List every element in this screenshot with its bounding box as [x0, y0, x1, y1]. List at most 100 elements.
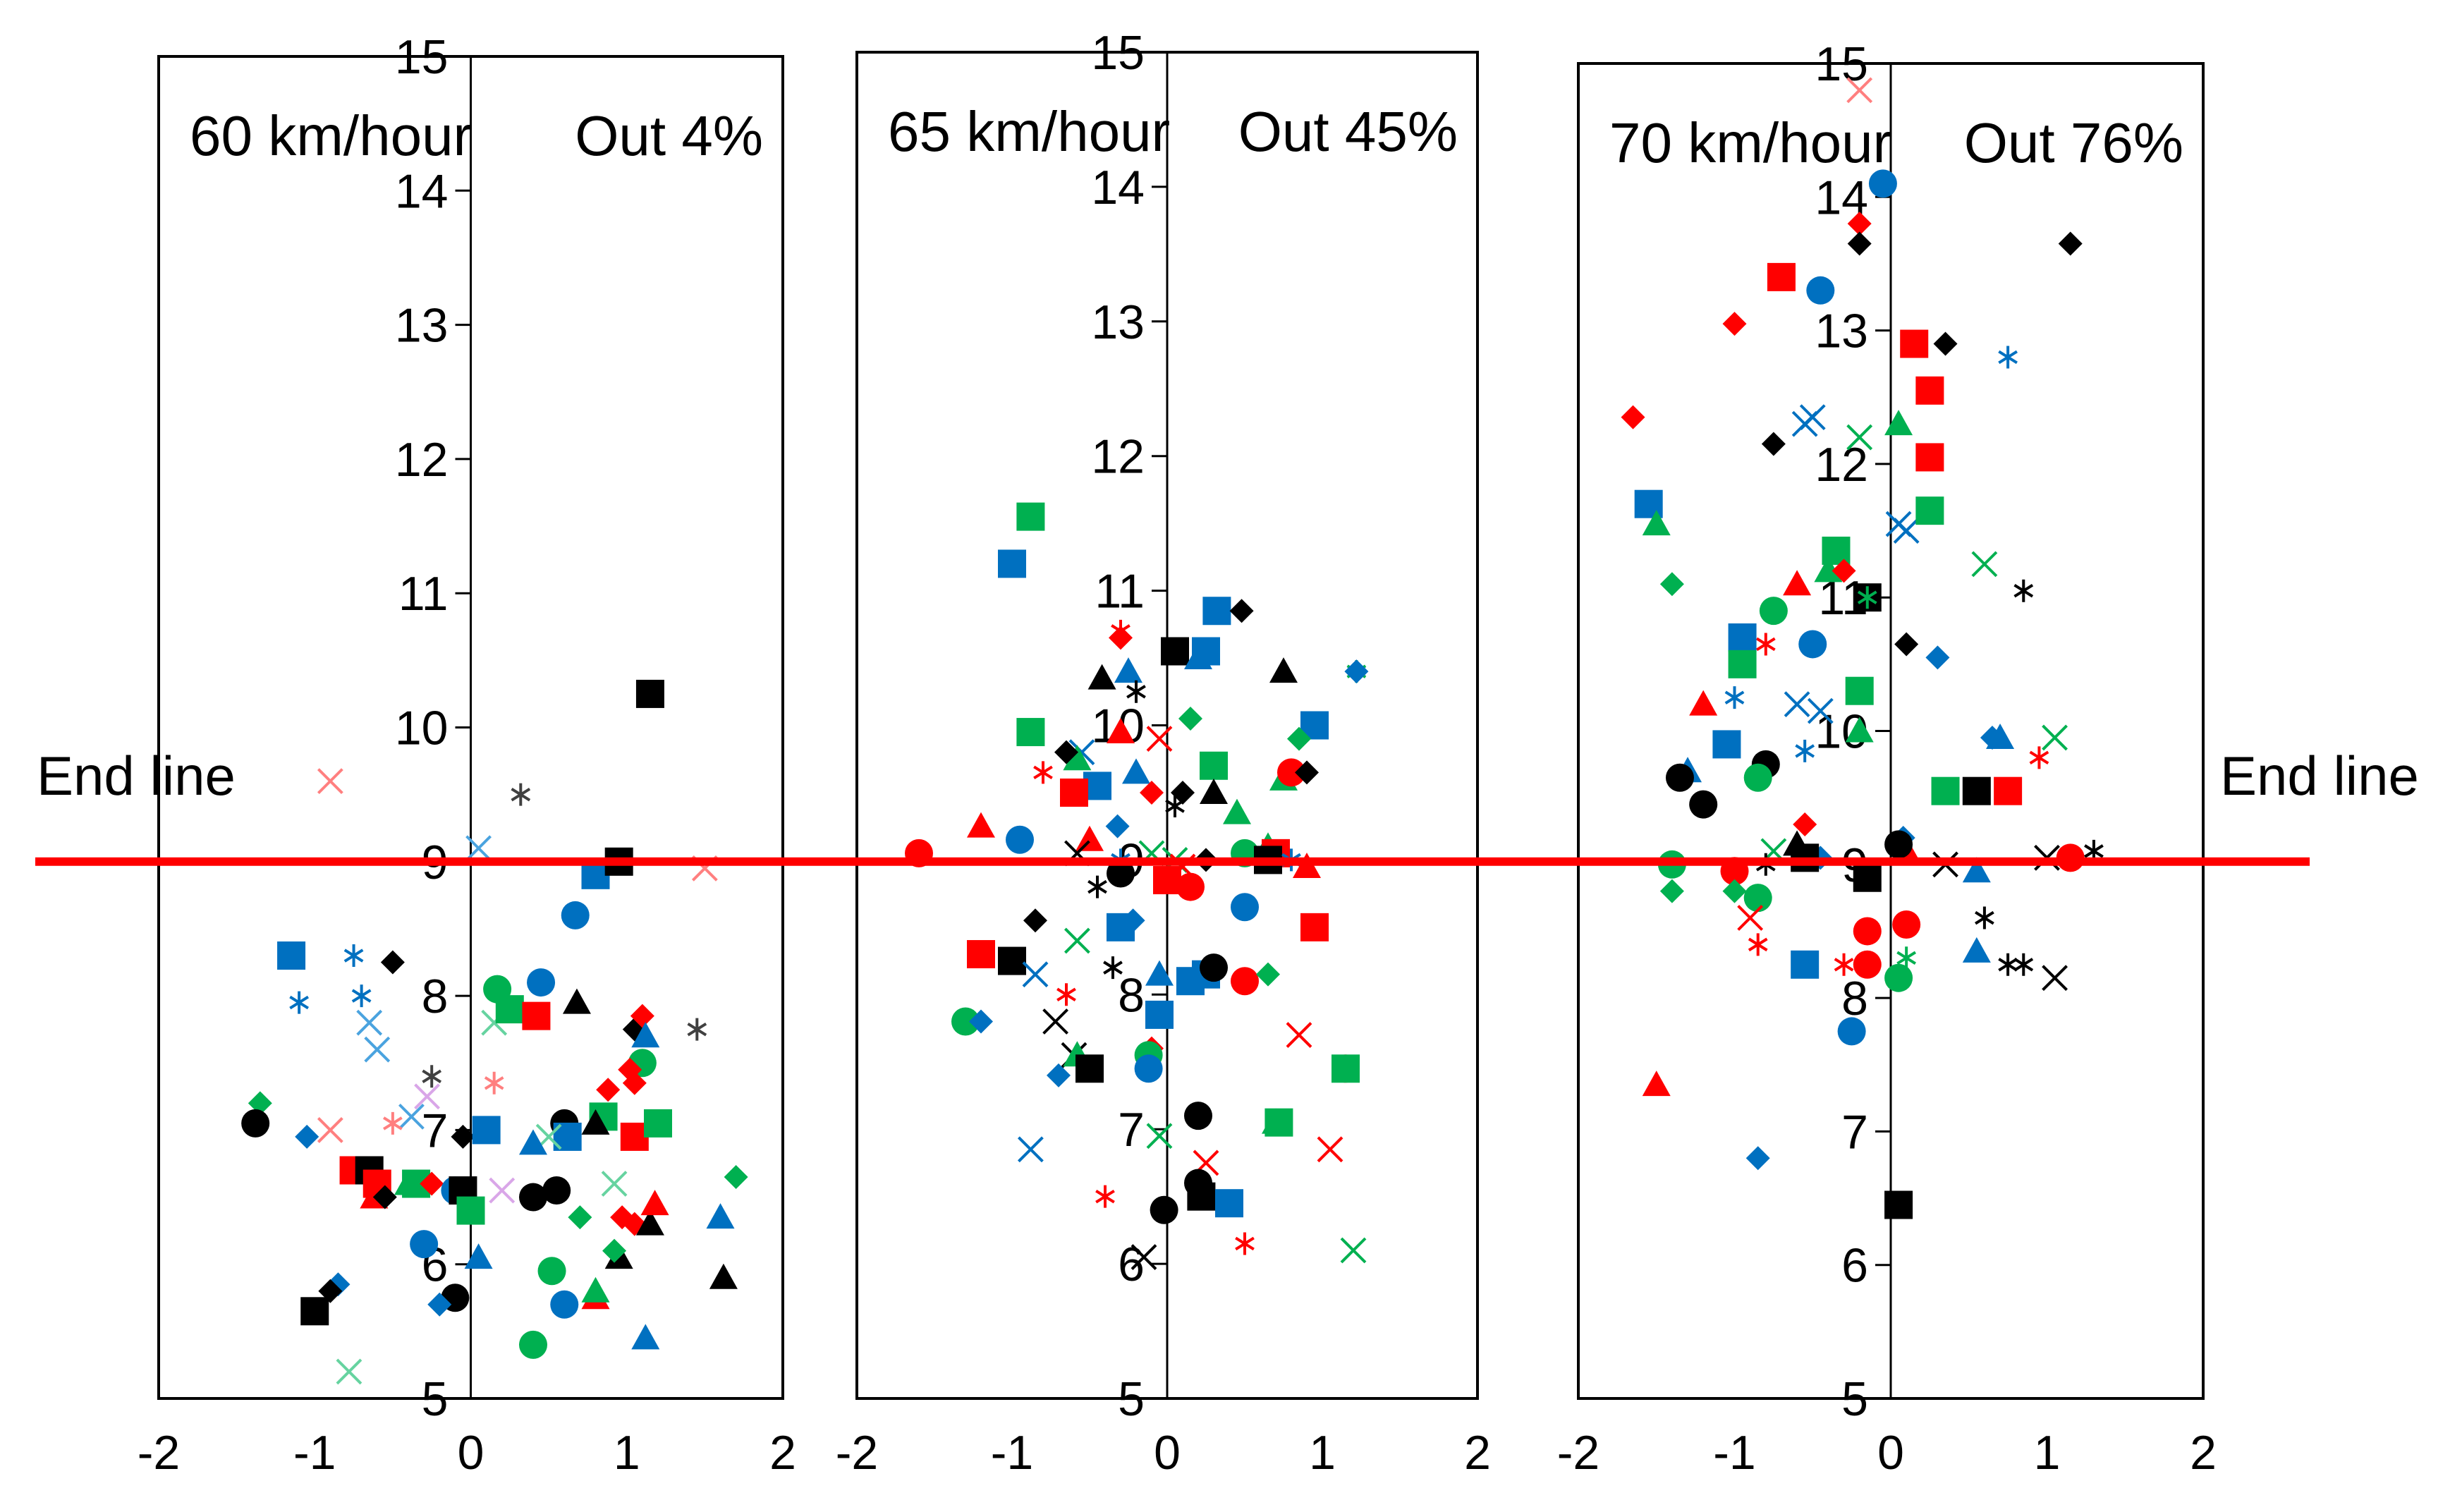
x-tick-label: 0	[1877, 1426, 1904, 1480]
data-point	[1231, 893, 1259, 922]
data-point	[1063, 745, 1092, 771]
data-point	[1621, 405, 1645, 429]
y-tick-label: 11	[398, 567, 449, 621]
data-point	[1176, 872, 1205, 901]
data-point	[1107, 859, 1135, 888]
data-point	[1845, 676, 1874, 705]
data-point	[351, 984, 372, 1008]
y-tick-label: 13	[1815, 305, 1868, 358]
data-point	[295, 1124, 319, 1149]
data-point	[1016, 502, 1045, 531]
y-tick-label: 10	[395, 702, 449, 755]
data-point	[1202, 597, 1231, 626]
data-point	[1892, 910, 1921, 939]
data-point	[1016, 718, 1045, 747]
y-tick-label: 11	[1095, 565, 1145, 618]
end-line-label-right: End line	[2220, 745, 2419, 807]
data-point	[602, 1238, 627, 1263]
data-point	[1884, 410, 1913, 436]
data-point	[1231, 967, 1259, 996]
data-point	[2042, 724, 2068, 751]
data-point	[300, 1297, 329, 1326]
data-point	[1728, 623, 1757, 652]
data-point	[1047, 1063, 1071, 1087]
data-point	[1962, 937, 1991, 963]
data-point	[1834, 953, 1854, 976]
x-tick-label: -1	[1713, 1426, 1755, 1480]
data-point	[1229, 599, 1254, 623]
y-tick-label: 8	[1841, 972, 1868, 1025]
data-point	[581, 1276, 610, 1303]
data-point	[1200, 778, 1228, 804]
out-percentage-label: Out 4%	[575, 104, 763, 167]
data-point	[519, 1183, 547, 1212]
data-point	[1287, 726, 1311, 751]
data-point	[1023, 908, 1047, 933]
x-tick-label: -2	[1557, 1426, 1599, 1480]
panel-title: 65 km/hour	[888, 100, 1170, 163]
data-point	[581, 1109, 610, 1135]
data-point	[511, 783, 531, 806]
data-point	[1146, 726, 1173, 752]
data-point	[1075, 825, 1104, 851]
data-point	[1161, 637, 1189, 666]
data-point	[1962, 857, 1991, 883]
x-tick-label: -2	[138, 1426, 180, 1480]
data-point	[1017, 1136, 1044, 1163]
data-point	[967, 940, 995, 969]
data-point	[1114, 657, 1142, 683]
data-point	[640, 1190, 669, 1216]
data-point	[414, 1083, 440, 1110]
data-point	[1200, 751, 1228, 780]
data-point	[1178, 706, 1202, 731]
x-tick-label: -1	[991, 1426, 1033, 1480]
out-percentage-label: Out 76%	[1964, 111, 2183, 174]
x-tick-label: 0	[1154, 1426, 1181, 1480]
data-point	[465, 835, 492, 862]
y-tick-label: 5	[1118, 1372, 1145, 1426]
data-point	[1884, 1190, 1913, 1219]
y-tick-label: 15	[1091, 26, 1145, 80]
y-tick-label: 8	[422, 970, 449, 1023]
data-point	[1807, 697, 1834, 724]
data-point	[1145, 960, 1174, 986]
data-point	[317, 1116, 343, 1143]
data-point	[1235, 1232, 1255, 1255]
data-point	[1915, 496, 1944, 525]
data-point	[2058, 231, 2083, 256]
data-point	[484, 1071, 504, 1095]
x-tick-label: -1	[293, 1426, 336, 1480]
data-point	[1846, 77, 1873, 104]
data-point	[1146, 1123, 1173, 1150]
data-point	[472, 1116, 501, 1145]
data-point	[631, 1324, 660, 1350]
data-point	[1884, 963, 1913, 992]
data-point	[1712, 730, 1741, 759]
data-point	[1915, 443, 1944, 472]
data-point	[601, 1171, 628, 1197]
x-tick-label: 1	[1309, 1426, 1336, 1480]
data-point	[1791, 410, 1818, 437]
data-point	[568, 1205, 592, 1230]
data-point	[1884, 830, 1913, 859]
data-point	[1344, 659, 1369, 684]
data-point	[635, 1209, 664, 1236]
data-point	[422, 1065, 442, 1088]
panel-title: 60 km/hour	[190, 104, 472, 167]
data-point	[420, 1171, 444, 1196]
x-tick-label: 1	[2034, 1426, 2061, 1480]
data-point	[1925, 645, 1950, 670]
data-point	[1931, 776, 1960, 805]
x-tick-label: -2	[836, 1426, 878, 1480]
data-point	[622, 1071, 647, 1095]
data-point	[1986, 723, 2015, 749]
data-point	[1131, 1244, 1157, 1270]
data-point	[1111, 619, 1131, 642]
data-point	[1642, 510, 1671, 536]
x-tick-label: 1	[614, 1426, 640, 1480]
y-tick-label: 12	[1815, 438, 1868, 492]
y-tick-label: 7	[1841, 1105, 1868, 1159]
